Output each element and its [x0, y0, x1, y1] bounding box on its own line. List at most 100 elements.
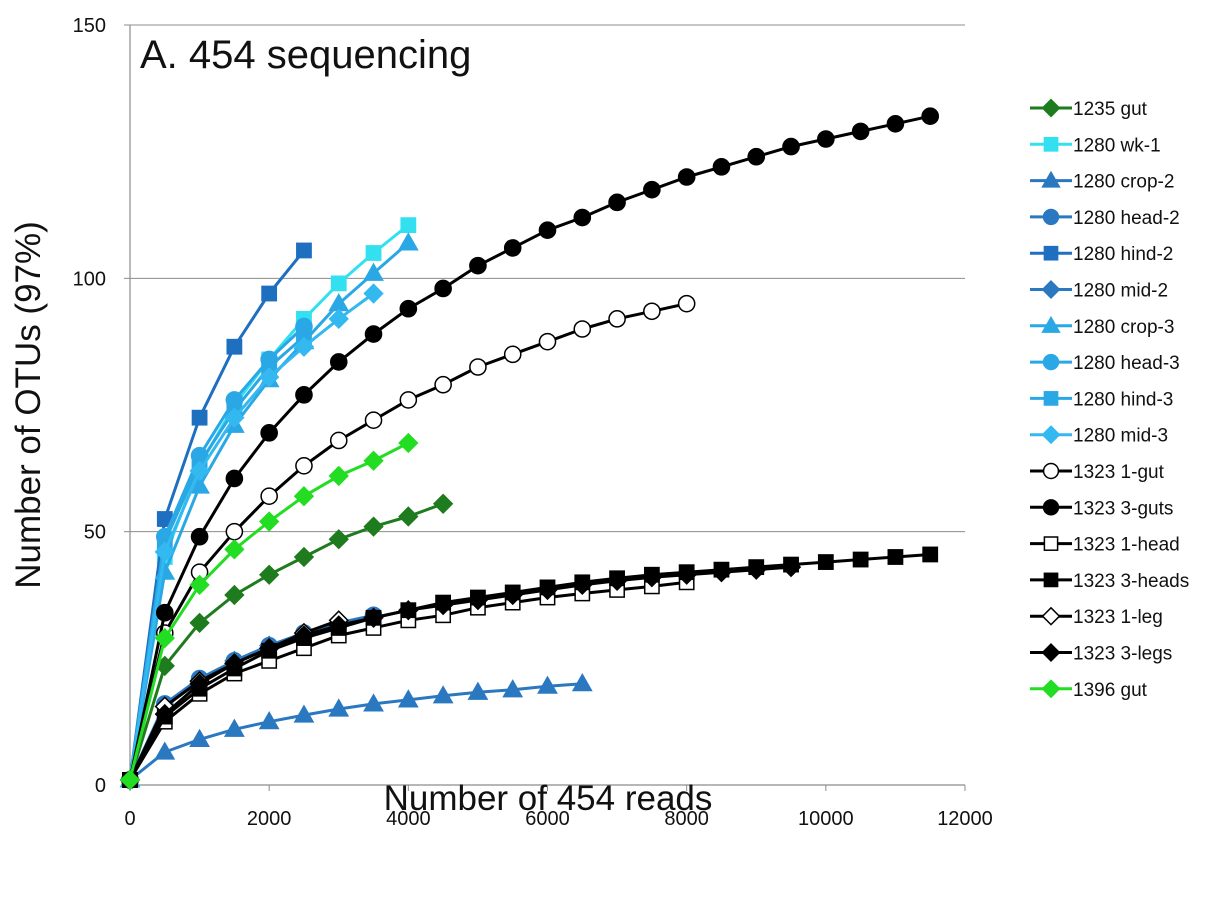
- y-tick-label: 100: [73, 268, 106, 290]
- x-tick-label: 4000: [386, 808, 431, 830]
- data-point: [364, 411, 383, 430]
- legend-entry: 1280 hind-3: [1030, 389, 1173, 410]
- data-point: [154, 703, 175, 725]
- data-point: [225, 522, 244, 541]
- data-point: [434, 279, 452, 298]
- series-1396-gut: [119, 432, 419, 791]
- data-point: [643, 180, 661, 199]
- data-point: [293, 625, 315, 646]
- data-point: [747, 147, 766, 166]
- legend-label: 1280 head-3: [1073, 353, 1180, 374]
- data-point: [399, 391, 418, 409]
- data-point: [260, 487, 278, 506]
- data-point: [260, 424, 278, 442]
- series-1323-3-heads: [122, 546, 939, 788]
- data-point: [259, 366, 280, 388]
- data-point: [400, 217, 417, 234]
- legend-marker: [1042, 499, 1060, 516]
- data-point: [573, 208, 592, 227]
- data-point: [817, 130, 835, 148]
- legend-entry: 1323 3-heads: [1030, 571, 1189, 592]
- data-point: [363, 693, 384, 712]
- legend-label: 1396 gut: [1073, 680, 1148, 701]
- data-point: [397, 232, 419, 251]
- data-point: [295, 456, 313, 475]
- data-point: [467, 681, 489, 700]
- series-1323-3-guts: [121, 107, 940, 789]
- data-point: [224, 407, 245, 428]
- y-tick-label: 0: [95, 775, 106, 797]
- data-point: [363, 283, 384, 304]
- data-point: [641, 567, 663, 588]
- data-point: [398, 600, 419, 621]
- legend-marker: [1042, 462, 1060, 480]
- data-point: [189, 460, 210, 482]
- legend-label: 1323 1-gut: [1073, 462, 1165, 483]
- legend-label: 1280 crop-2: [1073, 172, 1174, 193]
- data-point: [223, 718, 245, 737]
- data-point: [259, 638, 280, 659]
- data-point: [398, 506, 419, 527]
- y-axis-label: Number of OTUs (97%): [9, 221, 48, 589]
- data-point: [817, 554, 834, 570]
- data-point: [189, 612, 210, 634]
- legend-label: 1280 hind-2: [1073, 244, 1173, 265]
- legend-marker: [1041, 98, 1061, 118]
- data-point: [921, 107, 940, 126]
- data-point: [469, 256, 487, 275]
- legend-entry: 1323 3-legs: [1030, 643, 1172, 665]
- data-point: [606, 570, 628, 591]
- data-point: [469, 358, 487, 376]
- legend-marker: [1041, 643, 1061, 662]
- data-point: [608, 193, 626, 212]
- legend-marker: [1041, 679, 1061, 699]
- data-point: [154, 541, 175, 563]
- x-tick-label: 10000: [798, 808, 854, 830]
- legend-marker: [1041, 280, 1061, 299]
- legend-marker: [1043, 572, 1059, 588]
- data-point: [573, 320, 592, 338]
- data-point: [538, 221, 557, 240]
- legend-entry: 1280 wk-1: [1030, 135, 1161, 156]
- data-point: [887, 549, 904, 565]
- legend-label: 1280 wk-1: [1073, 135, 1161, 156]
- legend-marker: [1042, 208, 1060, 226]
- legend-label: 1323 3-legs: [1073, 644, 1172, 665]
- legend-entry: 1280 head-2: [1030, 208, 1180, 229]
- data-point: [190, 527, 209, 546]
- series-line: [128, 302, 688, 781]
- x-axis-label: Number of 454 reads: [384, 779, 713, 818]
- data-point: [189, 728, 210, 747]
- data-point: [676, 564, 697, 585]
- data-point: [259, 564, 280, 585]
- data-point: [328, 698, 350, 717]
- data-point: [502, 584, 523, 606]
- data-point: [782, 137, 800, 156]
- data-point: [643, 302, 661, 321]
- legend-entry: 1323 3-guts: [1030, 498, 1173, 519]
- data-point: [328, 529, 349, 550]
- data-point: [261, 285, 278, 302]
- data-point: [258, 711, 280, 730]
- data-point: [293, 336, 315, 357]
- data-point: [329, 353, 348, 371]
- data-point: [189, 673, 210, 694]
- legend-marker: [1041, 315, 1061, 333]
- series-1323-1-gut: [121, 294, 696, 789]
- legend-marker: [1043, 245, 1059, 261]
- legend-entry: 1323 1-head: [1030, 535, 1180, 556]
- legend-entry: 1280 mid-2: [1030, 280, 1168, 302]
- plot-series: [119, 107, 940, 791]
- legend-entry: 1280 hind-2: [1030, 244, 1173, 265]
- legend-label: 1280 crop-3: [1073, 317, 1174, 338]
- legend-marker: [1043, 536, 1059, 551]
- data-point: [852, 551, 869, 568]
- chart-title: A. 454 sequencing: [140, 33, 471, 77]
- legend-marker: [1041, 425, 1061, 445]
- data-point: [432, 594, 454, 616]
- legend-marker: [1041, 170, 1061, 188]
- data-point: [538, 332, 557, 351]
- data-point: [608, 310, 626, 328]
